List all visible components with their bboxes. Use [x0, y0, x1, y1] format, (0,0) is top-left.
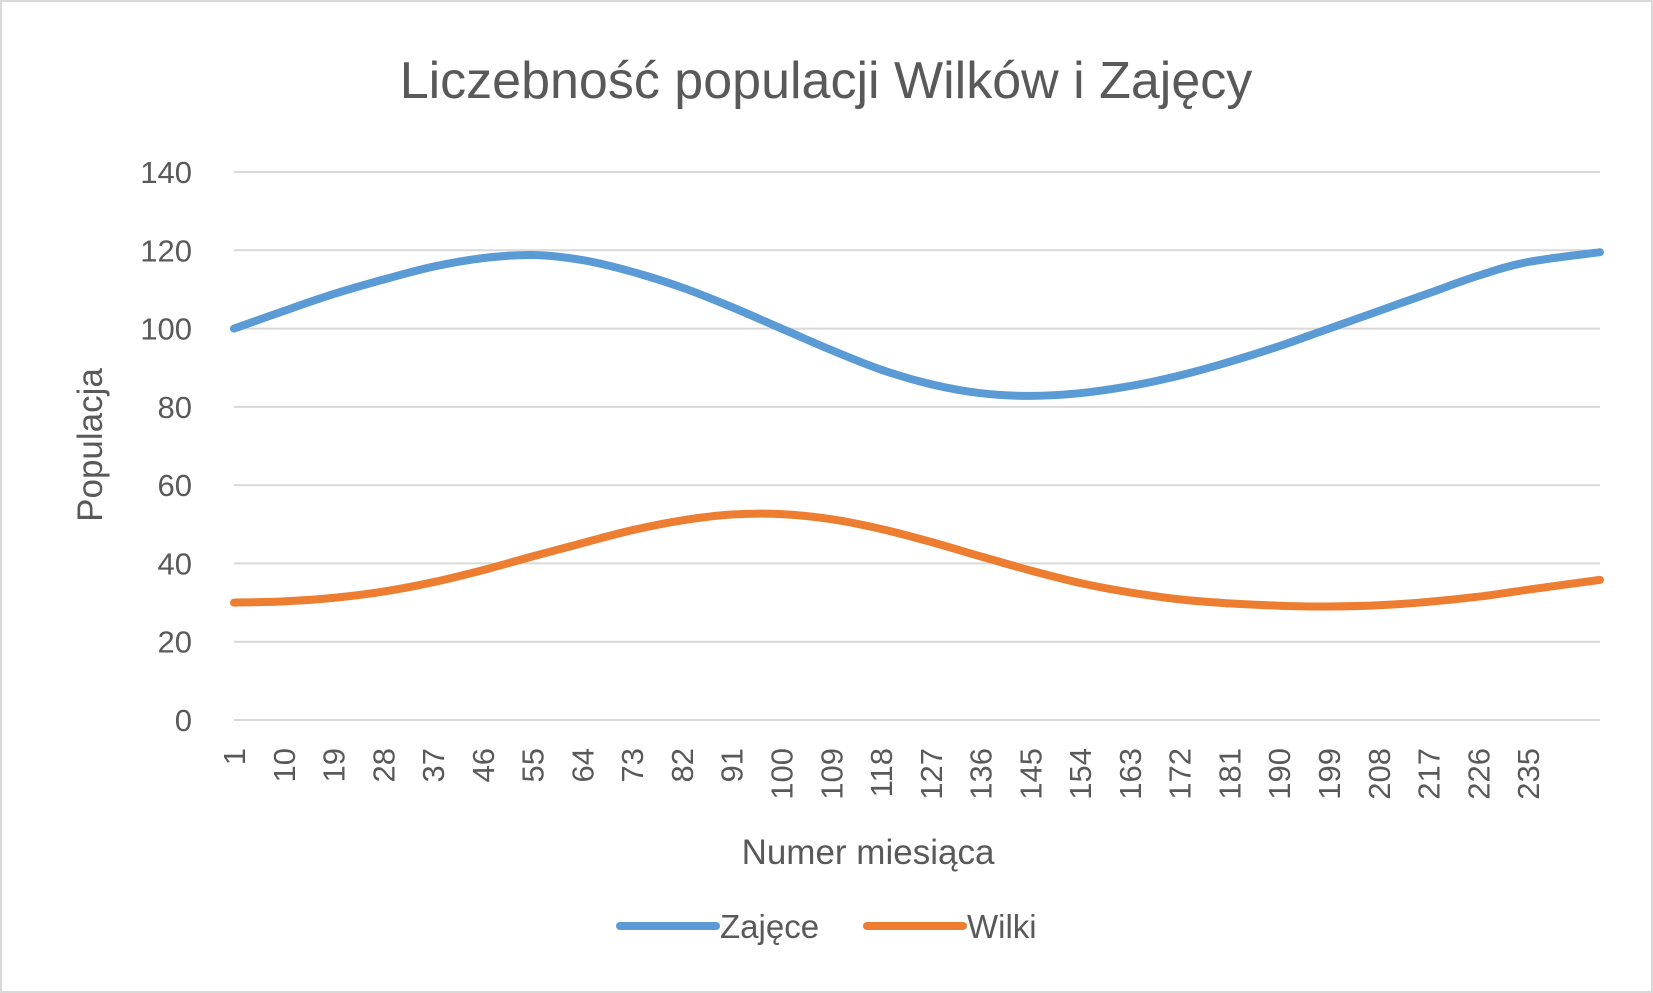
series-lines — [230, 248, 1604, 611]
x-tick-label: 136 — [964, 748, 999, 800]
legend-item: Zajęce — [616, 908, 819, 945]
y-tick-label: 20 — [158, 625, 192, 660]
y-tick-label: 60 — [158, 468, 192, 503]
legend-label: Wilki — [967, 908, 1037, 945]
y-axis-tick-labels: 0 20 40 60 80 100 120 140 — [140, 155, 192, 738]
x-tick-label: 19 — [317, 748, 352, 782]
x-tick-label: 10 — [267, 748, 302, 782]
x-tick-label: 100 — [765, 748, 800, 800]
x-tick-label: 73 — [615, 748, 650, 782]
x-tick-label: 163 — [1113, 748, 1148, 800]
series-line-1 — [230, 509, 1604, 611]
x-axis-tick-labels: 1 10 19 28 37 46 55 64 73 82 91 100 109 118 127 136 145 1… — [217, 748, 1546, 800]
x-tick-label: 154 — [1063, 748, 1098, 800]
y-tick-label: 120 — [140, 233, 192, 268]
y-axis-title: Populacja — [71, 368, 110, 522]
x-tick-label: 190 — [1262, 748, 1297, 800]
x-tick-label: 55 — [516, 748, 551, 782]
chart-title: Liczebność populacji Wilków i Zajęcy — [400, 52, 1253, 110]
y-tick-label: 80 — [158, 390, 192, 425]
x-tick-label: 64 — [565, 748, 600, 782]
y-tick-label: 140 — [140, 155, 192, 190]
x-tick-label: 118 — [864, 748, 899, 797]
legend-label: Zajęce — [720, 908, 819, 945]
x-tick-label: 208 — [1362, 748, 1397, 800]
x-tick-label: 28 — [366, 748, 401, 782]
x-tick-label: 199 — [1312, 748, 1347, 800]
x-tick-label: 109 — [814, 748, 849, 800]
x-tick-label: 1 — [217, 748, 252, 765]
x-tick-label: 172 — [1163, 748, 1198, 800]
x-tick-label: 91 — [715, 748, 750, 782]
y-tick-label: 40 — [158, 546, 192, 581]
gridlines — [234, 171, 1600, 721]
legend: Zajęce Wilki — [616, 908, 1037, 945]
x-tick-label: 46 — [466, 748, 501, 782]
x-tick-label: 127 — [914, 748, 949, 800]
x-tick-label: 217 — [1412, 748, 1447, 800]
x-tick-label: 82 — [665, 748, 700, 782]
x-tick-label: 37 — [416, 748, 451, 782]
x-axis-title: Numer miesiąca — [742, 833, 995, 872]
x-tick-label: 145 — [1013, 748, 1048, 800]
x-tick-label: 235 — [1511, 748, 1546, 800]
x-tick-label: 181 — [1212, 748, 1247, 800]
legend-item: Wilki — [863, 908, 1037, 945]
y-tick-label: 100 — [140, 312, 192, 347]
x-tick-label: 226 — [1461, 748, 1496, 800]
series-line-0 — [230, 248, 1604, 400]
y-tick-label: 0 — [175, 703, 192, 738]
